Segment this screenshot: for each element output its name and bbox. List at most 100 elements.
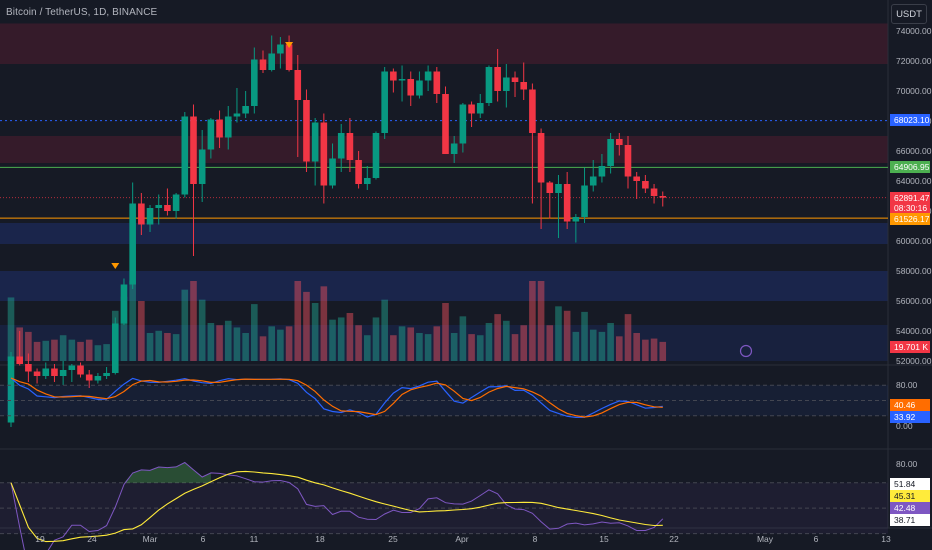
stoch-d-value-tag: 40.46 [890, 399, 930, 411]
candle-body [459, 104, 467, 144]
stoch-d-line [10, 377, 663, 418]
volume-bar [77, 341, 84, 361]
candle-body [520, 82, 528, 90]
volume-bar [398, 326, 406, 361]
candle-body [355, 160, 362, 184]
volume-bar [337, 317, 345, 361]
candle-body [468, 104, 475, 114]
time-axis-label: May [756, 534, 774, 544]
candle-body [424, 71, 432, 81]
candle-body [242, 106, 249, 114]
osc1-axis-label: 80.00 [896, 380, 918, 391]
candle-body [546, 182, 554, 193]
price-tag-61526: 61526.17 [890, 213, 930, 225]
candle-body [16, 356, 23, 364]
price-axis-label: 66000.00 [896, 146, 932, 156]
volume-bar [494, 314, 501, 361]
volume-bar [589, 329, 597, 361]
candle-body [198, 149, 206, 184]
volume-bar [346, 313, 354, 361]
price-axis-label: 60000.00 [896, 236, 932, 246]
volume-bar [294, 281, 302, 361]
volume-bar [25, 331, 32, 361]
candle-body [294, 70, 302, 100]
signal-marker [285, 42, 294, 48]
volume-bar [476, 335, 484, 361]
volume-bar [68, 339, 76, 361]
volume-bar [390, 335, 397, 361]
volume-bar [138, 301, 145, 361]
candle-body [320, 122, 328, 186]
time-axis-label: Apr [455, 534, 469, 544]
candle-body [416, 80, 423, 96]
volume-bar [450, 333, 458, 361]
candle-body [146, 208, 154, 225]
candle-body [433, 71, 441, 94]
volume-bar [650, 338, 658, 361]
candle-body [68, 365, 76, 370]
candle-body [268, 53, 275, 70]
resistance-zone-top [0, 23, 888, 64]
countdown-tag: 08:30:16 [890, 202, 930, 214]
volume-bar [320, 286, 328, 361]
candle-body [633, 176, 640, 181]
candle-body [476, 103, 484, 114]
volume-bar [659, 341, 667, 361]
rsi-line [10, 461, 664, 550]
candle-body [277, 44, 284, 54]
volume-bar [616, 336, 623, 361]
rsi-overbought-fill [11, 462, 211, 483]
candle-body [181, 116, 189, 195]
candle-body [216, 119, 223, 138]
time-axis-label: 19 [35, 534, 45, 544]
volume-bar [416, 333, 423, 361]
volume-bar [581, 311, 588, 361]
volume-bar [633, 333, 640, 361]
volume-bar [259, 336, 267, 361]
candle-body [572, 217, 580, 222]
volume-bar [407, 327, 415, 361]
volume-bar [546, 325, 554, 361]
volume-bar [103, 344, 110, 361]
volume-bar [233, 327, 241, 361]
volume-bar [563, 310, 571, 361]
candle-body [555, 184, 562, 193]
currency-selector[interactable]: USDT [891, 4, 927, 24]
candle-body [346, 133, 354, 160]
volume-bar [355, 325, 362, 361]
volume-bar [598, 331, 606, 361]
candle-body [337, 133, 345, 159]
volume-bar [424, 334, 432, 361]
candle-body [33, 371, 41, 376]
candle-body [624, 145, 632, 177]
candle-body [51, 368, 58, 376]
candle-body [251, 59, 258, 106]
volume-bar [303, 291, 310, 361]
volume-bar [94, 345, 102, 361]
volume-bar [242, 333, 249, 361]
volume-bar [51, 339, 58, 361]
candle-body [77, 365, 84, 375]
volume-bar [624, 314, 632, 361]
candle-body [642, 181, 649, 189]
candle-body [164, 205, 171, 211]
support-zone-upper [0, 223, 888, 244]
volume-bar [285, 326, 293, 361]
volume-bar [216, 325, 223, 361]
candle-body [581, 185, 588, 217]
symbol-title[interactable]: Bitcoin / TetherUS, 1D, BINANCE [6, 7, 158, 18]
volume-bar [555, 306, 562, 361]
osc1-axis-label: 0.00 [896, 421, 913, 431]
candle-body [607, 139, 614, 166]
volume-bar [268, 326, 275, 361]
time-axis-label: Mar [142, 534, 158, 544]
support-zone-lower [0, 271, 888, 301]
candle-body [589, 176, 597, 186]
volume-bar [529, 281, 536, 361]
volume-bar [572, 331, 580, 361]
candle-body [259, 59, 267, 70]
signal-marker [111, 263, 120, 269]
candle-body [303, 100, 310, 162]
